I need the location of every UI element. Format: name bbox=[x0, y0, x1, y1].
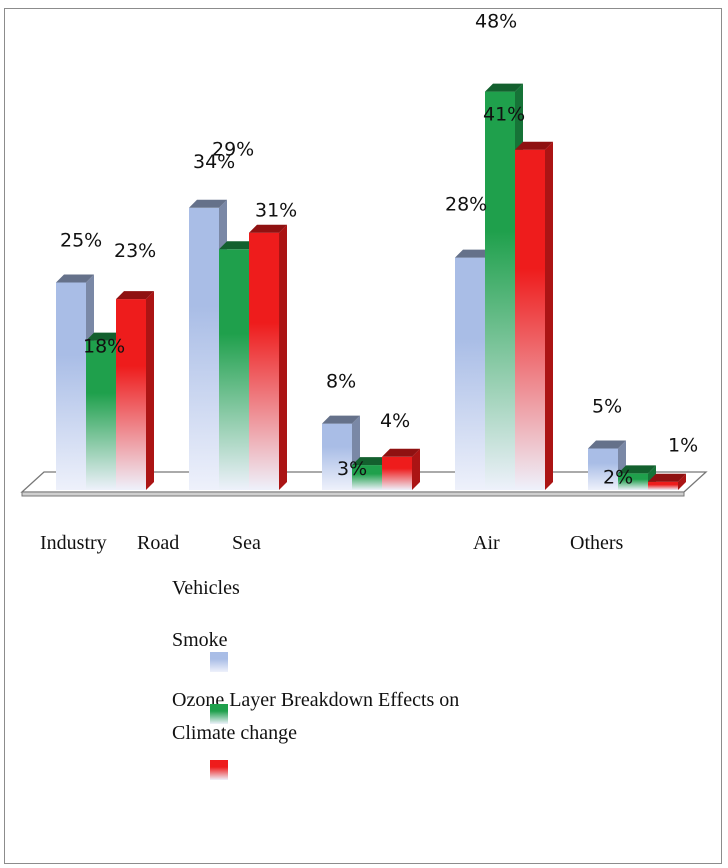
bar-front bbox=[249, 232, 279, 490]
bar-value-label: 48% bbox=[475, 11, 517, 33]
legend: Vehicles Smoke Ozone Layer Breakdown Effec… bbox=[172, 577, 459, 780]
bar-value-label: 34% bbox=[193, 151, 235, 173]
bar-front bbox=[515, 149, 545, 490]
bar-top bbox=[588, 440, 626, 449]
bar-value-label: 18% bbox=[83, 336, 125, 358]
bar-front bbox=[189, 207, 219, 491]
bar-top bbox=[116, 291, 154, 300]
bar-top bbox=[455, 249, 493, 258]
bar-value-label: 28% bbox=[445, 194, 487, 216]
bar-top bbox=[618, 465, 656, 474]
bar-side bbox=[146, 291, 154, 490]
bar-front bbox=[618, 473, 648, 490]
bar-value-label: 31% bbox=[255, 200, 297, 222]
bar-top bbox=[219, 241, 257, 250]
bar-value-label: 8% bbox=[326, 371, 356, 393]
bar-front bbox=[352, 465, 382, 490]
legend-entry-text: Vehicles bbox=[172, 577, 240, 599]
category-label: Sea bbox=[232, 532, 261, 554]
bar-front bbox=[219, 249, 249, 490]
legend-swatch bbox=[210, 704, 228, 724]
legend-entry-text: Climate change bbox=[172, 722, 297, 744]
category-label: Industry bbox=[40, 532, 107, 554]
category-label: Others bbox=[570, 532, 624, 554]
bar-front bbox=[116, 299, 146, 490]
bar-top bbox=[648, 473, 686, 482]
bar-value-label: 23% bbox=[114, 240, 156, 262]
bar-front bbox=[648, 481, 678, 490]
chart-frame bbox=[4, 8, 722, 864]
bar-value-label: 25% bbox=[60, 230, 102, 252]
bar-value-label: 4% bbox=[380, 410, 410, 432]
bar-top bbox=[249, 224, 287, 233]
category-label: Road bbox=[137, 532, 179, 554]
bar-value-label: 5% bbox=[592, 396, 622, 418]
bar-value-label: 1% bbox=[668, 435, 698, 457]
bar-top bbox=[322, 415, 360, 424]
bar-top bbox=[382, 448, 420, 457]
bar-side bbox=[412, 448, 420, 490]
legend-swatch bbox=[210, 760, 228, 780]
bar-side bbox=[279, 224, 287, 490]
value-labels-group: 25% 18% 23% 34%29% 31% 8% 3% 4% 28% 48% 41% 5% 2% 1% bbox=[60, 11, 698, 489]
bar-value-label: 2% bbox=[603, 466, 633, 488]
legend-swatch bbox=[210, 652, 228, 672]
bar-top bbox=[56, 274, 94, 283]
bar-side bbox=[678, 473, 686, 490]
bar-value-label: 3% bbox=[337, 458, 367, 480]
bar-front bbox=[86, 340, 116, 490]
bar-front bbox=[485, 91, 515, 490]
legend-entry-text: Ozone Layer Breakdown Effects on bbox=[172, 689, 459, 711]
legend-entry-text: Smoke bbox=[172, 629, 228, 651]
bar-side bbox=[545, 141, 553, 490]
bars-group bbox=[56, 83, 686, 491]
bar-front bbox=[322, 423, 352, 490]
bar-value-label: 41% bbox=[483, 104, 525, 126]
bar-front bbox=[56, 282, 86, 490]
bar-top bbox=[189, 199, 227, 208]
bar-top bbox=[86, 332, 124, 341]
bar-top bbox=[485, 83, 523, 92]
category-labels-group: Industry Road Sea Air Others bbox=[40, 532, 624, 554]
category-label: Air bbox=[473, 532, 500, 554]
bar-front bbox=[455, 257, 485, 490]
bar-top bbox=[515, 141, 553, 150]
bar-front bbox=[382, 456, 412, 490]
bar-value-label: 29% bbox=[212, 138, 254, 160]
bar-top bbox=[352, 457, 390, 466]
bar-front bbox=[588, 448, 618, 490]
